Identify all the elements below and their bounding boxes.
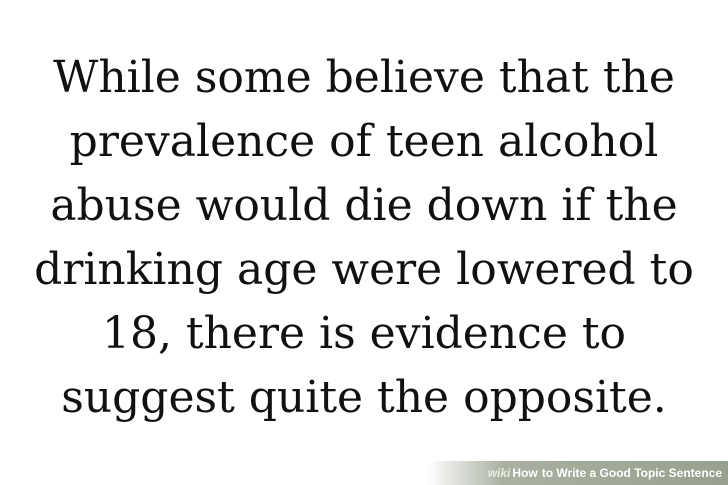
topic-sentence-example: While some believe that the prevalence o… — [34, 52, 694, 423]
watermark-brand: wiki — [487, 466, 511, 480]
quote-line-5: 18, there is evidence to — [101, 308, 627, 359]
quote-line-6: suggest quite the opposite. — [61, 372, 667, 423]
watermark-how: How — [512, 466, 538, 480]
quote-line-4: drinking age were lowered to — [34, 244, 694, 295]
wikihow-watermark: wiki How to Write a Good Topic Sentence — [428, 461, 728, 485]
quote-line-1: While some believe that the — [53, 52, 675, 103]
quote-line-3: abuse would die down if the — [50, 180, 678, 231]
quote-line-2: prevalence of teen alcohol — [69, 116, 659, 167]
watermark-title: to Write a Good Topic Sentence — [541, 466, 722, 480]
